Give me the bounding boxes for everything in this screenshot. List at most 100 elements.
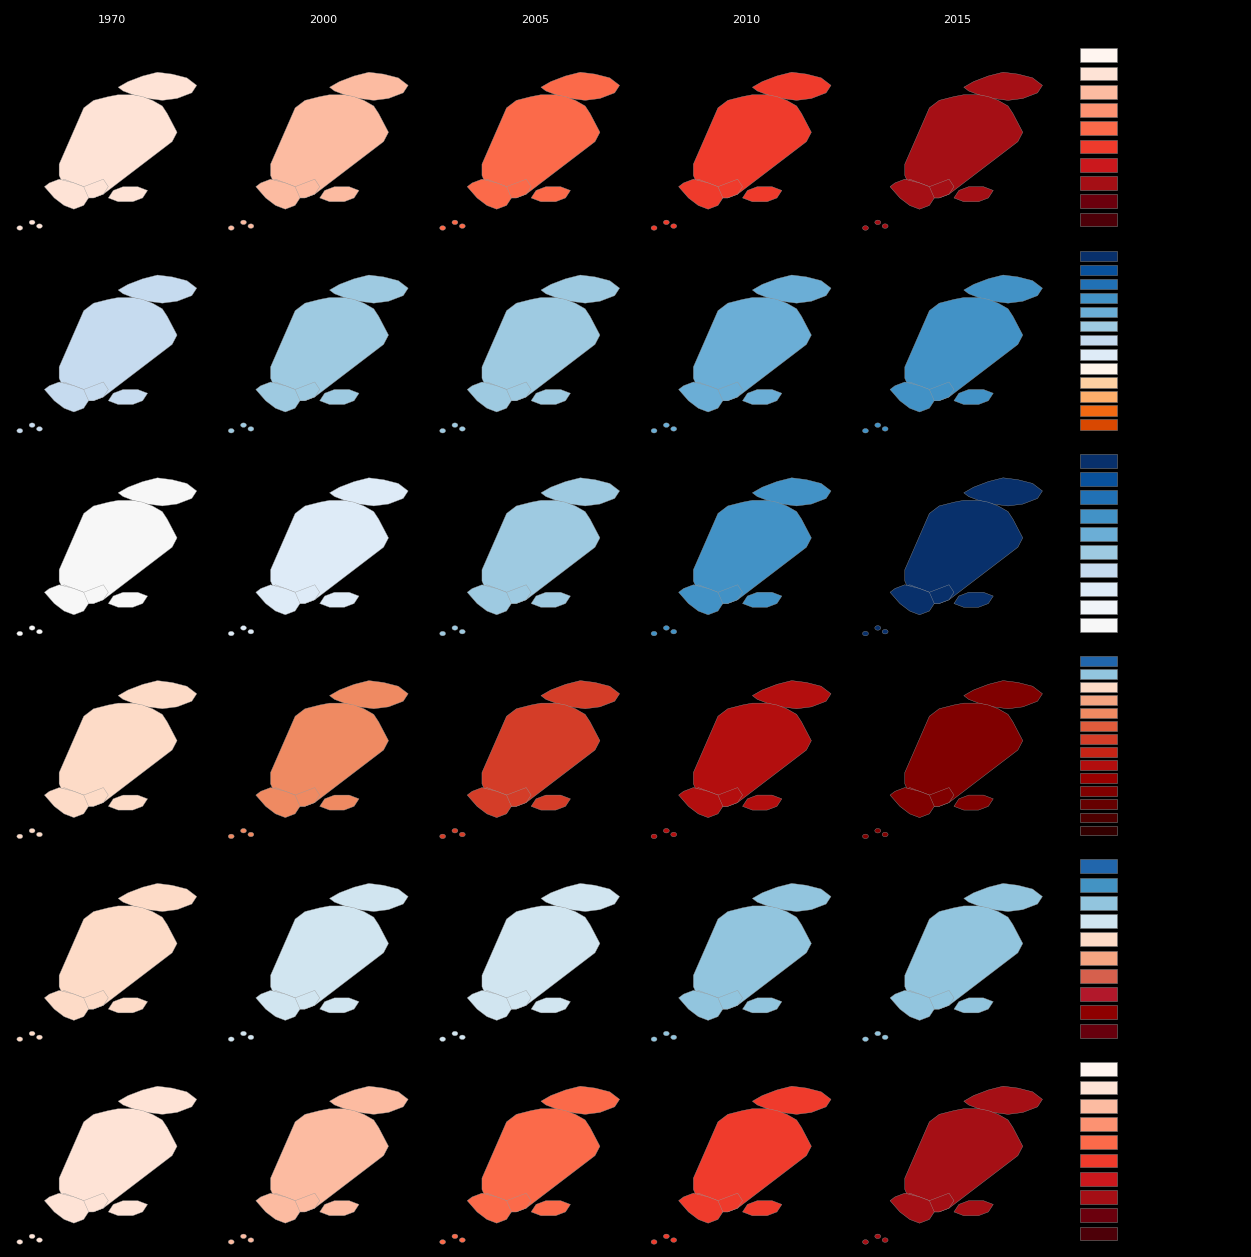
Circle shape (459, 1238, 465, 1242)
Circle shape (459, 832, 465, 837)
Text: 1.0 − 2.0: 1.0 − 2.0 (1123, 378, 1160, 387)
Text: 30 − 35: 30 − 35 (1123, 160, 1155, 170)
Polygon shape (678, 180, 723, 209)
Bar (1080, 1099, 1117, 1112)
Text: 55.0 − 60.0: 55.0 − 60.0 (1123, 826, 1170, 835)
Bar (1080, 1062, 1117, 1076)
Polygon shape (752, 884, 831, 911)
Polygon shape (889, 382, 934, 412)
Bar (1080, 334, 1117, 346)
Polygon shape (904, 906, 1023, 1009)
Polygon shape (270, 500, 389, 603)
Bar (1080, 812, 1117, 822)
Bar (1080, 695, 1117, 705)
Bar (1080, 600, 1117, 613)
Circle shape (459, 426, 465, 431)
Polygon shape (329, 680, 408, 709)
Polygon shape (109, 390, 148, 405)
Circle shape (29, 1234, 35, 1238)
Bar (1080, 250, 1117, 261)
Circle shape (240, 626, 246, 630)
Polygon shape (59, 298, 178, 401)
Polygon shape (904, 788, 955, 806)
Circle shape (862, 835, 868, 838)
Polygon shape (109, 1200, 148, 1216)
Circle shape (439, 835, 445, 838)
Polygon shape (482, 906, 600, 1009)
Bar (1080, 877, 1117, 891)
Polygon shape (743, 187, 782, 201)
Bar (1080, 546, 1117, 559)
Bar (1080, 321, 1117, 332)
Polygon shape (693, 1193, 743, 1212)
Polygon shape (889, 991, 934, 1021)
Polygon shape (467, 180, 512, 209)
Polygon shape (320, 390, 359, 405)
Bar (1080, 1154, 1117, 1168)
Circle shape (29, 1031, 35, 1036)
Bar (1080, 987, 1117, 1001)
Bar (1080, 748, 1117, 757)
Circle shape (882, 1238, 888, 1242)
Polygon shape (693, 585, 743, 603)
Text: 2000: 2000 (309, 15, 338, 25)
Bar (1080, 473, 1117, 486)
Polygon shape (743, 390, 782, 405)
Polygon shape (889, 585, 934, 615)
Text: 25.0 − 30.0: 25.0 − 30.0 (1123, 748, 1170, 757)
Bar (1080, 896, 1117, 910)
Polygon shape (44, 382, 89, 412)
Text: 20 − 25: 20 − 25 (1123, 123, 1156, 133)
Text: 70 − 80: 70 − 80 (1123, 1193, 1155, 1202)
Circle shape (882, 1035, 888, 1040)
Circle shape (240, 828, 246, 833)
Circle shape (228, 1037, 234, 1041)
Text: −6.0 − −5.0: −6.0 − −5.0 (1123, 279, 1173, 289)
Polygon shape (743, 998, 782, 1013)
Text: − 10: − 10 (1123, 1065, 1142, 1073)
Bar (1080, 48, 1117, 62)
Text: 4.0 − 6.0: 4.0 − 6.0 (1123, 420, 1160, 429)
Circle shape (16, 429, 23, 432)
Circle shape (228, 226, 234, 230)
Bar (1080, 1081, 1117, 1095)
Circle shape (36, 832, 43, 837)
Circle shape (882, 630, 888, 634)
Circle shape (663, 1031, 669, 1036)
Polygon shape (955, 998, 993, 1013)
Polygon shape (693, 906, 812, 1009)
Circle shape (36, 630, 43, 634)
Bar (1080, 734, 1117, 744)
Text: 35.0 − 40.0: 35.0 − 40.0 (1123, 774, 1170, 783)
Text: 2.0 − 4.0: 2.0 − 4.0 (1123, 953, 1160, 962)
Polygon shape (693, 180, 743, 197)
Polygon shape (59, 382, 109, 401)
Polygon shape (59, 703, 178, 806)
Text: − −20.0: − −20.0 (1123, 456, 1157, 465)
Text: 45 − 50: 45 − 50 (1123, 215, 1155, 224)
Text: 8.0 − 10.0: 8.0 − 10.0 (1123, 1008, 1165, 1017)
Polygon shape (255, 180, 300, 209)
Polygon shape (693, 94, 812, 197)
Circle shape (29, 828, 35, 833)
Polygon shape (109, 998, 148, 1013)
Polygon shape (693, 788, 743, 806)
Polygon shape (329, 72, 408, 101)
Text: 25 − 30: 25 − 30 (1123, 142, 1155, 151)
Text: −2.0 − 0.0: −2.0 − 0.0 (1123, 916, 1167, 925)
Text: 35 − 40: 35 − 40 (1123, 178, 1155, 187)
Text: 40 − 45: 40 − 45 (1123, 197, 1155, 206)
Polygon shape (255, 1193, 300, 1223)
Bar (1080, 307, 1117, 318)
Polygon shape (118, 478, 196, 507)
Bar (1080, 656, 1117, 666)
Polygon shape (270, 180, 320, 197)
Bar (1080, 509, 1117, 523)
Polygon shape (904, 298, 1023, 401)
Text: −4.0 − −2.0: −4.0 − −2.0 (1123, 899, 1173, 908)
Text: 50.0 − 55.0: 50.0 − 55.0 (1123, 813, 1171, 822)
Text: 10 − 15: 10 − 15 (1123, 87, 1155, 97)
Bar (1080, 1023, 1117, 1037)
Circle shape (452, 422, 458, 427)
Bar (1080, 914, 1117, 928)
